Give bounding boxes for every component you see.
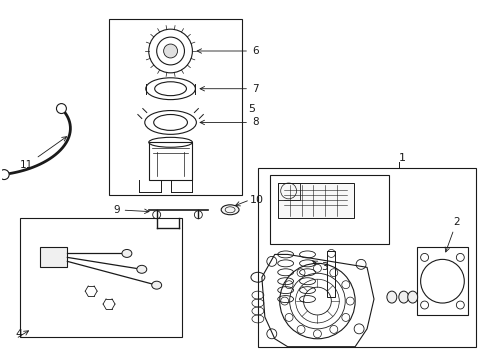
Bar — [277, 183, 353, 218]
Text: 5: 5 — [247, 104, 254, 113]
Text: 9: 9 — [113, 205, 149, 215]
Text: 2: 2 — [444, 217, 459, 252]
Text: 7: 7 — [200, 84, 258, 94]
Text: 11: 11 — [20, 137, 66, 170]
Bar — [148, 142, 192, 180]
Text: 4: 4 — [16, 329, 23, 339]
Circle shape — [163, 44, 177, 58]
Bar — [269, 175, 388, 244]
Bar — [416, 247, 468, 315]
Bar — [257, 168, 475, 347]
Text: 3: 3 — [312, 261, 327, 272]
Text: 6: 6 — [197, 46, 258, 56]
Bar — [40, 247, 67, 267]
Circle shape — [0, 170, 9, 180]
Text: 8: 8 — [200, 117, 258, 127]
Bar — [326, 251, 335, 297]
Text: 1: 1 — [398, 153, 405, 163]
Ellipse shape — [398, 291, 408, 303]
Circle shape — [56, 104, 66, 113]
Ellipse shape — [122, 249, 132, 257]
Text: 10: 10 — [249, 195, 264, 205]
Bar — [20, 218, 182, 337]
Ellipse shape — [137, 265, 146, 273]
Ellipse shape — [151, 281, 162, 289]
Ellipse shape — [407, 291, 417, 303]
Ellipse shape — [221, 205, 239, 215]
Ellipse shape — [386, 291, 396, 303]
Bar — [109, 19, 242, 195]
Bar — [277, 183, 299, 200]
